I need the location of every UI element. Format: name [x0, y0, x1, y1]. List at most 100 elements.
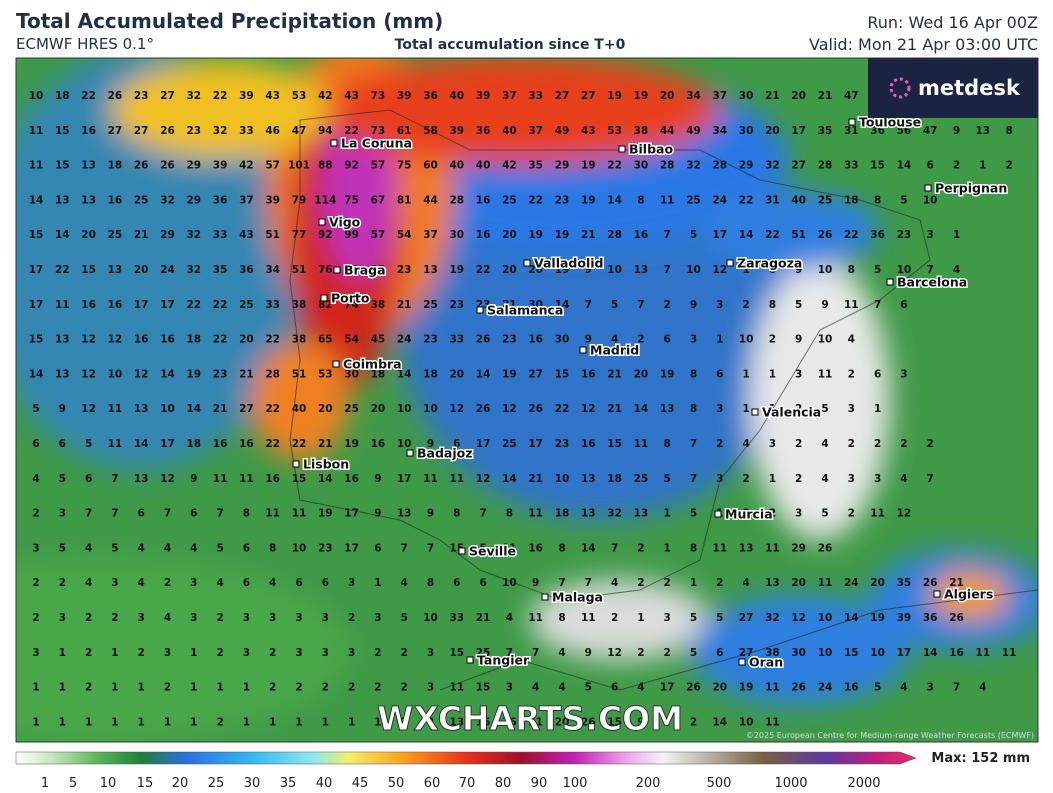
grid-value: 3 — [138, 612, 145, 624]
grid-value: 6 — [664, 334, 671, 346]
grid-value: 6 — [453, 577, 460, 589]
grid-value: 5 — [821, 403, 828, 415]
grid-value: 57 — [265, 160, 280, 172]
grid-value: 19 — [449, 264, 464, 276]
cities: La Coruna BilbaoToulousePerpignanVigoBrag… — [292, 113, 1009, 671]
grid-value: 11 — [502, 542, 517, 554]
grid-value: 2 — [742, 508, 749, 520]
grid-value: 27 — [239, 403, 254, 415]
colorbar-tick-label: 30 — [244, 776, 261, 791]
grid-value: 2 — [401, 716, 408, 728]
grid-value: 32 — [765, 612, 780, 624]
grid-value: 1 — [664, 542, 671, 554]
grid-value: 13 — [108, 264, 123, 276]
grid-value: 26 — [818, 229, 833, 241]
grid-value: 10 — [818, 334, 833, 346]
grid-value: 14 — [502, 473, 517, 485]
grid-value: 40 — [476, 160, 491, 172]
grid-value: 6 — [874, 368, 881, 380]
grid-value: 20 — [81, 229, 96, 241]
grid-value: 18 — [186, 334, 201, 346]
grid-value: 19 — [634, 90, 649, 102]
grid-value: 32 — [160, 194, 175, 206]
grid-value: 35 — [528, 160, 543, 172]
grid-value: 33 — [528, 90, 543, 102]
grid-value: 75 — [344, 194, 359, 206]
grid-value: 7 — [506, 647, 513, 659]
grid-value: 3 — [664, 612, 671, 624]
grid-value: 11 — [818, 368, 833, 380]
city-label: Malaga — [552, 590, 603, 605]
grid-value: 73 — [371, 90, 386, 102]
grid-value: 14 — [55, 229, 70, 241]
grid-value: 39 — [449, 125, 464, 137]
city-marker — [738, 658, 746, 666]
grid-value: 11 — [765, 542, 780, 554]
grid-value: 29 — [186, 194, 201, 206]
map-frame — [15, 57, 1039, 743]
grid-value: 4 — [532, 682, 539, 694]
grid-value: 5 — [795, 299, 802, 311]
grid-value: 8 — [769, 299, 776, 311]
grid-value: 10 — [160, 403, 175, 415]
grid-value: 33 — [239, 125, 254, 137]
grid-value: 16 — [239, 438, 254, 450]
grid-value: 10 — [397, 403, 412, 415]
grid-value: 2 — [716, 577, 723, 589]
grid-value: 49 — [555, 125, 570, 137]
grid-value: 21 — [818, 90, 833, 102]
grid-value: 57 — [371, 229, 386, 241]
grid-value: 12 — [81, 403, 96, 415]
grid-value: 1 — [374, 716, 381, 728]
logo-box — [868, 58, 1038, 118]
grid-value: 20 — [528, 264, 543, 276]
grid-value: 14 — [897, 160, 912, 172]
grid-value: 5 — [821, 508, 828, 520]
grid-value: 39 — [213, 160, 228, 172]
grid-value: 3 — [32, 647, 39, 659]
grid-value: 3 — [927, 682, 934, 694]
grid-value: 13 — [739, 542, 754, 554]
city-marker — [726, 259, 734, 267]
grid-value: 20 — [634, 368, 649, 380]
grid-value: 8 — [269, 542, 276, 554]
grid-value: 20 — [371, 403, 386, 415]
grid-value: 1 — [769, 368, 776, 380]
grid-value: 6 — [243, 577, 250, 589]
grid-value: 21 — [213, 403, 228, 415]
grid-value: 5 — [664, 473, 671, 485]
grid-value: 3 — [322, 612, 329, 624]
grid-value: 4 — [138, 542, 145, 554]
grid-value: 1 — [59, 647, 66, 659]
grid-value: 23 — [318, 542, 333, 554]
grid-value: 24 — [818, 682, 833, 694]
africa-coast — [439, 589, 1038, 691]
grid-value: 2 — [900, 438, 907, 450]
grid-value: 2 — [874, 438, 881, 450]
grid-value: 1 — [742, 264, 749, 276]
grid-value: 37 — [239, 194, 254, 206]
grid-value: 42 — [502, 160, 517, 172]
grid-value: 5 — [111, 542, 118, 554]
grid-value: 14 — [607, 194, 622, 206]
grid-value: 15 — [476, 682, 491, 694]
grid-value: 30 — [791, 647, 806, 659]
grid-value: 28 — [712, 160, 727, 172]
grid-value: 4 — [953, 264, 960, 276]
grid-value: 21 — [318, 438, 333, 450]
grid-value: 14 — [923, 647, 938, 659]
grid-value: 22 — [265, 438, 280, 450]
grid-value: 21 — [607, 368, 622, 380]
grid-value: 2 — [716, 438, 723, 450]
grid-value: 2 — [295, 682, 302, 694]
city-label: Valencia — [762, 405, 821, 420]
city-marker — [579, 346, 587, 354]
grid-value: 3 — [190, 577, 197, 589]
grid-value: 17 — [660, 682, 675, 694]
grid-value: 22 — [265, 334, 280, 346]
grid-value: 14 — [634, 403, 649, 415]
grid-value: 4 — [269, 577, 276, 589]
grid-value: 20 — [134, 264, 149, 276]
grid-value: 2 — [1005, 160, 1012, 172]
grid-value: 67 — [371, 194, 386, 206]
